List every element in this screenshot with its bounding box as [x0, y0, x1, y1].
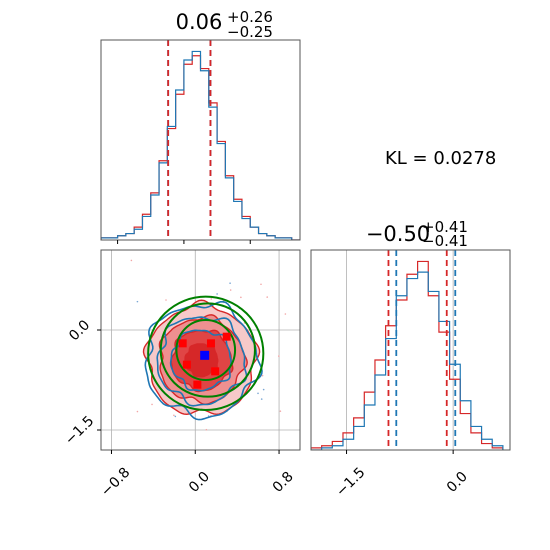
contour-line-blue	[156, 316, 248, 407]
scatter-point	[183, 246, 185, 248]
x-tick-label: −1.5	[333, 465, 368, 500]
sample-marker-red	[206, 339, 215, 348]
tick-marks	[117, 240, 251, 244]
scatter-point	[174, 415, 177, 418]
panel-title-x: 0.06	[176, 10, 223, 34]
quantile-lines	[167, 40, 212, 240]
histogram-series	[101, 50, 300, 240]
panel-frame	[100, 39, 301, 241]
contour-line-blue	[169, 329, 232, 392]
x-tick-label: −0.8	[98, 465, 133, 500]
scatter-point	[284, 313, 287, 315]
scatter-point	[130, 259, 133, 262]
reference-ellipse	[147, 295, 265, 412]
x-tick-label: 0.0	[444, 469, 471, 496]
histogram-step-blue	[101, 50, 300, 240]
panel-title-y: −0.50	[366, 222, 430, 246]
title-lower: −0.41	[422, 232, 468, 250]
scatter-point	[278, 355, 280, 357]
scatter-point	[216, 293, 218, 295]
contour-body	[130, 246, 335, 431]
tick-marks: −1.5 0.0	[333, 450, 471, 500]
sample-marker-red	[222, 332, 231, 341]
scatter-point	[151, 403, 153, 406]
scatter-point	[210, 298, 213, 300]
scatter-point	[136, 300, 139, 303]
y-tick-label: −1.5	[62, 413, 97, 448]
kl-annotation: KL = 0.0278	[385, 148, 496, 169]
panel-frame	[310, 249, 511, 451]
grid-lines	[346, 250, 454, 450]
panel-frame	[100, 249, 301, 451]
sample-marker-blue	[200, 350, 210, 360]
y-tick-label: 0.0	[66, 317, 93, 344]
sample-marker-red	[211, 367, 220, 376]
scatter-point	[262, 388, 265, 391]
x-tick-label: 0.0	[186, 469, 213, 496]
sample-marker-red	[193, 380, 202, 389]
histogram-x-panel: 0.06 +0.26 −0.25	[100, 8, 301, 244]
scatter-point	[260, 283, 262, 286]
scatter-point	[173, 414, 175, 417]
scatter-point	[136, 410, 139, 413]
scatter-point	[229, 282, 231, 284]
scatter-point	[257, 392, 259, 395]
scatter-point	[279, 410, 282, 412]
scatter-point	[205, 428, 208, 431]
sample-marker-red	[182, 360, 191, 369]
reference-ellipse	[159, 302, 256, 398]
scatter-point	[266, 296, 269, 298]
scatter-point	[240, 296, 242, 299]
contour-panel: −0.8 0.0 0.8 0.0 −1.5	[62, 246, 335, 500]
histogram-series	[311, 260, 504, 450]
quantile-lines	[387, 250, 457, 450]
title-median: 0.06	[176, 10, 223, 34]
histogram-y-panel: −1.5 0.0 −0.50 +0.41 −0.41	[310, 218, 511, 500]
x-tick-label: 0.8	[270, 469, 297, 496]
scatter-point	[260, 398, 263, 400]
scatter-point	[333, 346, 335, 348]
histogram-step-blue	[311, 271, 504, 450]
title-upper: +0.26	[227, 8, 273, 26]
title-median: −0.50	[366, 222, 430, 246]
reference-ellipse	[175, 319, 237, 381]
sample-marker-red	[178, 339, 187, 348]
histogram-step-red	[101, 55, 300, 240]
title-upper: +0.41	[422, 218, 468, 236]
scatter-point	[261, 374, 264, 377]
title-lower: −0.25	[227, 23, 273, 41]
scatter-point	[165, 299, 167, 301]
scatter-point	[229, 289, 232, 291]
